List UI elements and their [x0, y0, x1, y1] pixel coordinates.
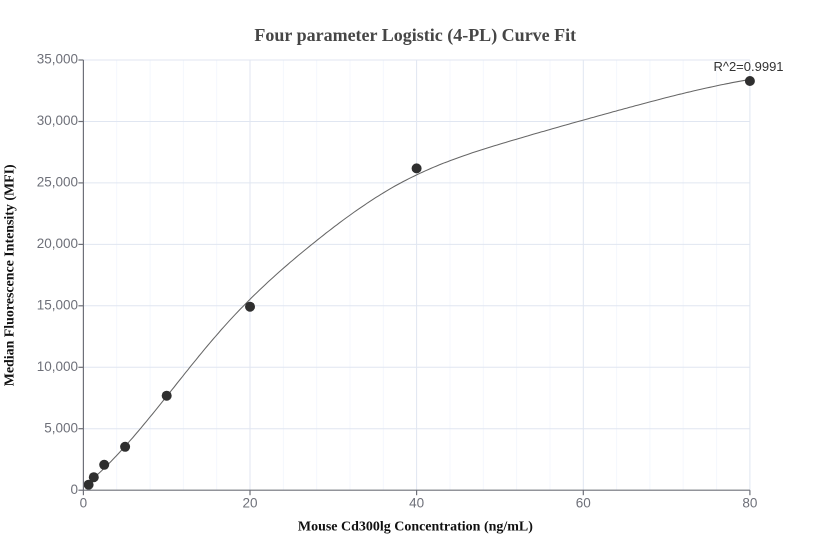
svg-text:35,000: 35,000: [37, 52, 78, 67]
svg-text:20,000: 20,000: [37, 236, 78, 251]
svg-text:R^2=0.9991: R^2=0.9991: [713, 59, 783, 74]
svg-text:Four parameter Logistic (4-PL): Four parameter Logistic (4-PL) Curve Fit: [254, 25, 576, 46]
svg-text:80: 80: [742, 495, 757, 510]
svg-text:5,000: 5,000: [44, 420, 78, 435]
svg-text:Mouse Cd300lg Concentration (n: Mouse Cd300lg Concentration (ng/mL): [298, 520, 533, 535]
svg-text:15,000: 15,000: [37, 297, 78, 312]
svg-text:30,000: 30,000: [37, 113, 78, 128]
svg-text:60: 60: [576, 495, 591, 510]
svg-text:0: 0: [80, 495, 88, 510]
svg-text:10,000: 10,000: [37, 359, 78, 374]
svg-text:0: 0: [70, 482, 78, 497]
svg-text:20: 20: [242, 495, 257, 510]
svg-text:40: 40: [409, 495, 424, 510]
svg-text:Median Fluorescence Intensity: Median Fluorescence Intensity (MFI): [2, 164, 17, 386]
svg-text:25,000: 25,000: [37, 175, 78, 190]
